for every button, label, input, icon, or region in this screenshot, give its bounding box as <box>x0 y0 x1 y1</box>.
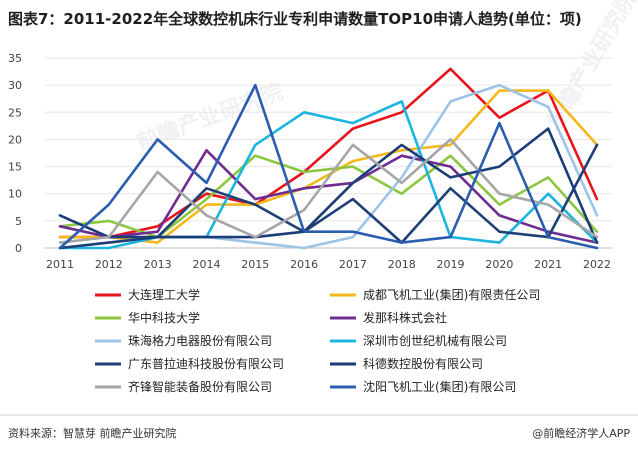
y-tick-label: 20 <box>8 133 22 146</box>
legend-item: 珠海格力电器股份有限公司 <box>95 333 272 348</box>
x-tick-label: 2017 <box>339 258 367 271</box>
series-line <box>58 149 599 244</box>
legend-label: 沈阳飞机工业(集团)有限公司 <box>363 379 516 394</box>
x-axis: 2011 2012 2013 2014 2015 2016 2017 2018 2019 2020… <box>46 258 611 271</box>
x-tick-label: 2022 <box>583 258 611 271</box>
x-tick-label: 2016 <box>290 258 318 271</box>
y-tick-label: 25 <box>8 106 22 119</box>
series-line <box>58 89 599 244</box>
legend-item: 成都飞机工业(集团)有限责任公司 <box>330 287 540 302</box>
legend-label: 发那科株式会社 <box>363 310 447 325</box>
legend-item: 发那科株式会社 <box>330 310 447 325</box>
publisher-text: @前瞻经济学人APP <box>532 426 630 440</box>
y-tick-label: 5 <box>15 215 22 228</box>
series-line <box>58 67 599 239</box>
legend-item: 大连理工大学 <box>95 287 200 302</box>
y-axis: 0 5 10 15 20 25 30 35 <box>8 52 22 255</box>
legend-item: 科德数控股份有限公司 <box>330 356 483 371</box>
series-line <box>58 138 599 244</box>
x-tick-label: 2011 <box>46 258 74 271</box>
x-tick-label: 2019 <box>437 258 465 271</box>
legend-item: 沈阳飞机工业(集团)有限公司 <box>330 379 516 394</box>
legend-item: 华中科技大学 <box>95 310 200 325</box>
legend-label: 华中科技大学 <box>128 310 200 325</box>
x-tick-label: 2012 <box>95 258 123 271</box>
x-tick-label: 2020 <box>485 258 513 271</box>
y-tick-label: 0 <box>15 242 22 255</box>
legend-label: 科德数控股份有限公司 <box>363 356 483 371</box>
legend-item: 广东普拉迪科技股份有限公司 <box>95 356 284 371</box>
series-line <box>58 83 599 250</box>
chart-title: 图表7：2011-2022年全球数控机床行业专利申请数量TOP10申请人趋势(单… <box>8 10 582 28</box>
y-tick-label: 15 <box>8 161 22 174</box>
x-tick-label: 2015 <box>241 258 269 271</box>
series-line <box>58 127 599 244</box>
x-tick-label: 2018 <box>388 258 416 271</box>
series-line <box>58 154 599 239</box>
legend-item: 齐锋智能装备股份有限公司 <box>95 379 272 394</box>
x-tick-label: 2021 <box>534 258 562 271</box>
y-tick-label: 35 <box>8 52 22 65</box>
legend-label: 珠海格力电器股份有限公司 <box>128 333 272 348</box>
y-tick-label: 30 <box>8 79 22 92</box>
x-tick-label: 2013 <box>144 258 172 271</box>
x-tick-label: 2014 <box>192 258 220 271</box>
watermark: 前瞻产业研究院 <box>133 79 287 156</box>
legend-label: 广东普拉迪科技股份有限公司 <box>128 356 284 371</box>
legend-label: 成都飞机工业(集团)有限责任公司 <box>363 287 540 302</box>
plot-lines <box>58 67 599 250</box>
source-text: 资料来源：智慧芽 前瞻产业研究院 <box>8 426 177 440</box>
legend-label: 齐锋智能装备股份有限公司 <box>128 379 272 394</box>
legend-label: 深圳市创世纪机械有限公司 <box>363 333 507 348</box>
y-tick-label: 10 <box>8 188 22 201</box>
legend-item: 深圳市创世纪机械有限公司 <box>330 333 507 348</box>
grid <box>45 57 612 249</box>
legend-label: 大连理工大学 <box>128 287 200 302</box>
